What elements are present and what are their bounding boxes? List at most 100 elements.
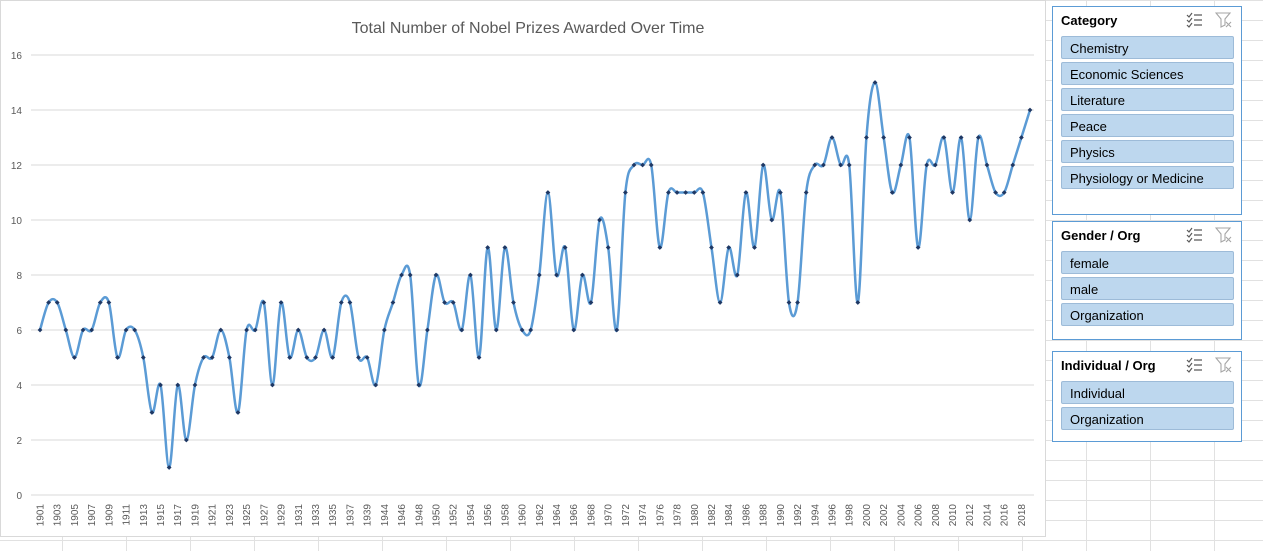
data-point[interactable] <box>321 327 327 333</box>
data-point[interactable] <box>536 272 542 278</box>
data-point[interactable] <box>528 327 534 333</box>
chart-area[interactable]: Total Number of Nobel Prizes Awarded Ove… <box>0 0 1046 537</box>
data-point[interactable] <box>399 272 404 278</box>
data-point[interactable] <box>433 272 439 278</box>
slicer-item-organization[interactable]: Organization <box>1061 407 1234 430</box>
data-point[interactable] <box>907 135 912 140</box>
data-point[interactable] <box>562 245 568 250</box>
data-point[interactable] <box>631 162 637 168</box>
multi-select-icon[interactable] <box>1185 11 1203 29</box>
clear-filter-icon[interactable] <box>1215 356 1233 374</box>
data-point[interactable] <box>941 135 947 140</box>
data-point[interactable] <box>476 355 482 360</box>
multi-select-icon[interactable] <box>1185 356 1203 374</box>
data-point[interactable] <box>424 327 430 333</box>
data-point[interactable] <box>975 135 981 140</box>
slicer-item-literature[interactable]: Literature <box>1061 88 1234 111</box>
data-point[interactable] <box>347 300 353 305</box>
slicer-item-male[interactable]: male <box>1061 277 1234 300</box>
data-point[interactable] <box>1010 162 1016 168</box>
data-point[interactable] <box>72 355 77 360</box>
data-point[interactable] <box>657 245 663 250</box>
data-point[interactable] <box>390 300 396 305</box>
data-point[interactable] <box>709 245 714 250</box>
data-point[interactable] <box>244 327 250 333</box>
slicer-item-economic-sciences[interactable]: Economic Sciences <box>1061 62 1234 85</box>
data-point[interactable] <box>252 327 258 333</box>
data-point[interactable] <box>614 327 620 333</box>
data-point[interactable] <box>37 327 43 333</box>
data-point[interactable] <box>571 327 577 333</box>
data-point[interactable] <box>1018 135 1024 140</box>
data-point[interactable] <box>295 327 301 333</box>
data-point[interactable] <box>115 355 120 360</box>
data-point[interactable] <box>511 300 516 305</box>
data-point[interactable] <box>820 162 826 168</box>
data-point[interactable] <box>932 162 938 168</box>
data-point[interactable] <box>46 300 52 305</box>
data-point[interactable] <box>468 272 473 278</box>
data-point[interactable] <box>493 327 499 333</box>
data-point[interactable] <box>812 162 818 168</box>
data-point[interactable] <box>304 355 310 360</box>
data-point[interactable] <box>838 162 844 168</box>
data-point[interactable] <box>140 355 146 360</box>
data-point[interactable] <box>149 410 155 415</box>
data-point[interactable] <box>795 300 800 305</box>
data-point[interactable] <box>356 355 361 360</box>
data-point[interactable] <box>364 355 370 360</box>
data-point[interactable] <box>855 300 861 305</box>
data-point[interactable] <box>760 162 766 168</box>
multi-select-icon[interactable] <box>1185 226 1203 244</box>
data-point[interactable] <box>502 245 508 250</box>
data-point[interactable] <box>381 327 387 333</box>
data-point[interactable] <box>330 355 336 360</box>
data-point[interactable] <box>872 80 878 85</box>
data-point[interactable] <box>554 272 559 278</box>
data-point[interactable] <box>726 245 732 250</box>
data-point[interactable] <box>803 190 809 195</box>
data-point[interactable] <box>950 190 955 195</box>
data-point[interactable] <box>270 382 275 388</box>
data-point[interactable] <box>769 217 775 223</box>
data-point[interactable] <box>166 465 172 470</box>
slicer-category[interactable]: Category Chemistry Economic Sciences Lit… <box>1052 6 1242 215</box>
data-point[interactable] <box>717 300 723 305</box>
data-point[interactable] <box>674 190 680 195</box>
data-point[interactable] <box>218 327 224 333</box>
slicer-item-physics[interactable]: Physics <box>1061 140 1234 163</box>
data-point[interactable] <box>924 162 930 168</box>
data-point[interactable] <box>89 327 95 333</box>
data-point[interactable] <box>1001 190 1007 195</box>
data-point[interactable] <box>588 300 594 305</box>
slicer-item-female[interactable]: female <box>1061 251 1234 274</box>
clear-filter-icon[interactable] <box>1215 226 1233 244</box>
data-point[interactable] <box>958 135 964 140</box>
data-point[interactable] <box>993 190 998 195</box>
data-point[interactable] <box>622 190 628 195</box>
data-point[interactable] <box>201 355 206 360</box>
data-point[interactable] <box>734 272 740 278</box>
data-point[interactable] <box>158 382 163 388</box>
data-point[interactable] <box>287 355 293 360</box>
data-point[interactable] <box>640 162 646 168</box>
data-point[interactable] <box>605 245 611 250</box>
data-point[interactable] <box>132 327 138 333</box>
slicer-item-physiology-or-medicine[interactable]: Physiology or Medicine <box>1061 166 1234 189</box>
data-point[interactable] <box>192 382 198 388</box>
slicer-item-individual[interactable]: Individual <box>1061 381 1234 404</box>
data-point[interactable] <box>743 190 749 195</box>
data-point[interactable] <box>261 300 267 305</box>
data-point[interactable] <box>63 327 69 333</box>
data-point[interactable] <box>54 300 60 305</box>
data-point[interactable] <box>459 327 465 333</box>
slicer-gender-org[interactable]: Gender / Org female male Organization <box>1052 221 1242 340</box>
data-point[interactable] <box>226 355 232 360</box>
data-point[interactable] <box>967 217 973 223</box>
data-point[interactable] <box>123 327 129 333</box>
data-point[interactable] <box>889 190 895 195</box>
data-point[interactable] <box>846 162 852 168</box>
data-point[interactable] <box>106 300 112 305</box>
data-point[interactable] <box>450 300 456 305</box>
data-point[interactable] <box>175 382 181 388</box>
